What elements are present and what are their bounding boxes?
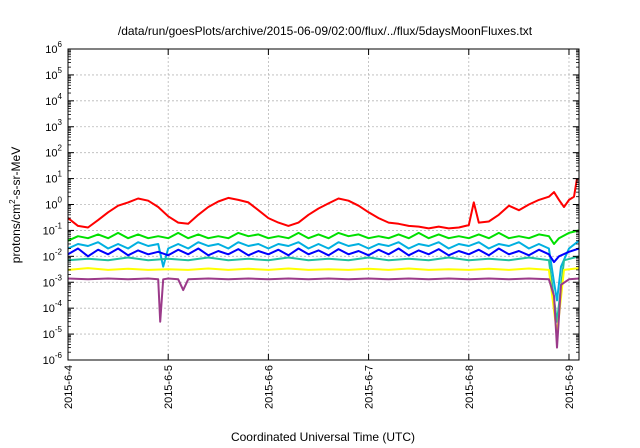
y-tick-label-exponent: -3 <box>55 273 63 282</box>
y-tick-label-base: 10 <box>43 355 55 367</box>
y-tick-label: 106 <box>45 40 62 56</box>
y-tick-label-exponent: 4 <box>58 92 63 101</box>
y-tick-label-exponent: 5 <box>58 66 63 75</box>
series-line-5 <box>67 255 580 323</box>
y-tick-label-base: 10 <box>45 70 57 82</box>
y-tick-label-exponent: 0 <box>58 196 63 205</box>
y-tick-label-base: 10 <box>43 251 55 263</box>
y-tick-label-exponent: -2 <box>55 247 63 256</box>
y-tick-label-base: 10 <box>45 122 57 134</box>
y-tick-label: 10-4 <box>43 299 63 315</box>
y-tick-label: 105 <box>45 66 62 82</box>
y-tick-label-base: 10 <box>45 200 57 212</box>
x-tick-label: 2015-6-7 <box>364 365 376 409</box>
y-axis-ticks: 10-610-510-410-310-210-11001011021031041… <box>43 40 579 367</box>
series-line-6 <box>67 267 580 336</box>
y-tick-label: 100 <box>45 196 62 212</box>
y-tick-label-base: 10 <box>43 303 55 315</box>
y-tick-label: 10-2 <box>43 247 63 263</box>
y-tick-label-base: 10 <box>43 225 55 237</box>
y-tick-label-base: 10 <box>43 277 55 289</box>
grid-lines <box>68 49 579 360</box>
y-tick-label-base: 10 <box>45 44 57 56</box>
y-tick-label-base: 10 <box>45 96 57 108</box>
x-tick-label: 2015-6-6 <box>263 365 275 409</box>
y-tick-label: 102 <box>45 144 62 160</box>
y-axis-label-tail: -s-sr-MeV <box>9 147 23 200</box>
x-axis-label: Coordinated Universal Time (UTC) <box>231 430 415 444</box>
y-tick-label-exponent: 6 <box>58 40 63 49</box>
y-axis-label-main: protons/cm <box>9 204 23 263</box>
x-tick-label: 2015-6-4 <box>63 365 75 409</box>
y-tick-label-base: 10 <box>45 174 57 186</box>
y-tick-label-exponent: -1 <box>55 221 63 230</box>
y-tick-label: 10-1 <box>43 221 63 237</box>
y-tick-label-base: 10 <box>43 329 55 341</box>
y-axis-label-superscript: 2 <box>8 199 17 204</box>
y-tick-label: 10-5 <box>43 325 63 341</box>
x-tick-label: 2015-6-9 <box>564 365 576 409</box>
y-tick-label: 10-6 <box>43 351 63 367</box>
y-tick-label-exponent: -6 <box>55 351 63 360</box>
series-line-2 <box>67 229 580 245</box>
series-line-1 <box>67 178 578 230</box>
y-tick-label-exponent: 3 <box>58 118 63 127</box>
y-tick-label-exponent: 2 <box>58 144 63 153</box>
series-line-4 <box>67 247 580 264</box>
y-tick-label-exponent: 1 <box>58 170 63 179</box>
y-tick-label: 101 <box>45 170 62 186</box>
series-line-7 <box>67 277 580 349</box>
y-tick-label-base: 10 <box>45 148 57 160</box>
y-tick-label: 104 <box>45 92 62 108</box>
y-tick-label: 103 <box>45 118 62 134</box>
x-axis-ticks: 2015-6-4 2015-6-5 2015-6-6 2015-6-7 2015-6-8… <box>63 49 576 409</box>
y-tick-label-exponent: -4 <box>55 299 63 308</box>
y-tick-label-exponent: -5 <box>55 325 63 334</box>
series-line-3 <box>67 239 580 302</box>
series-layer <box>67 178 580 349</box>
x-tick-label: 2015-6-5 <box>163 365 175 409</box>
chart-title: /data/run/goesPlots/archive/2015-06-09/0… <box>118 24 533 38</box>
y-tick-label: 10-3 <box>43 273 63 289</box>
x-tick-label: 2015-6-8 <box>464 365 476 409</box>
y-axis-label: protons/cm2-s-sr-MeV <box>8 147 23 263</box>
